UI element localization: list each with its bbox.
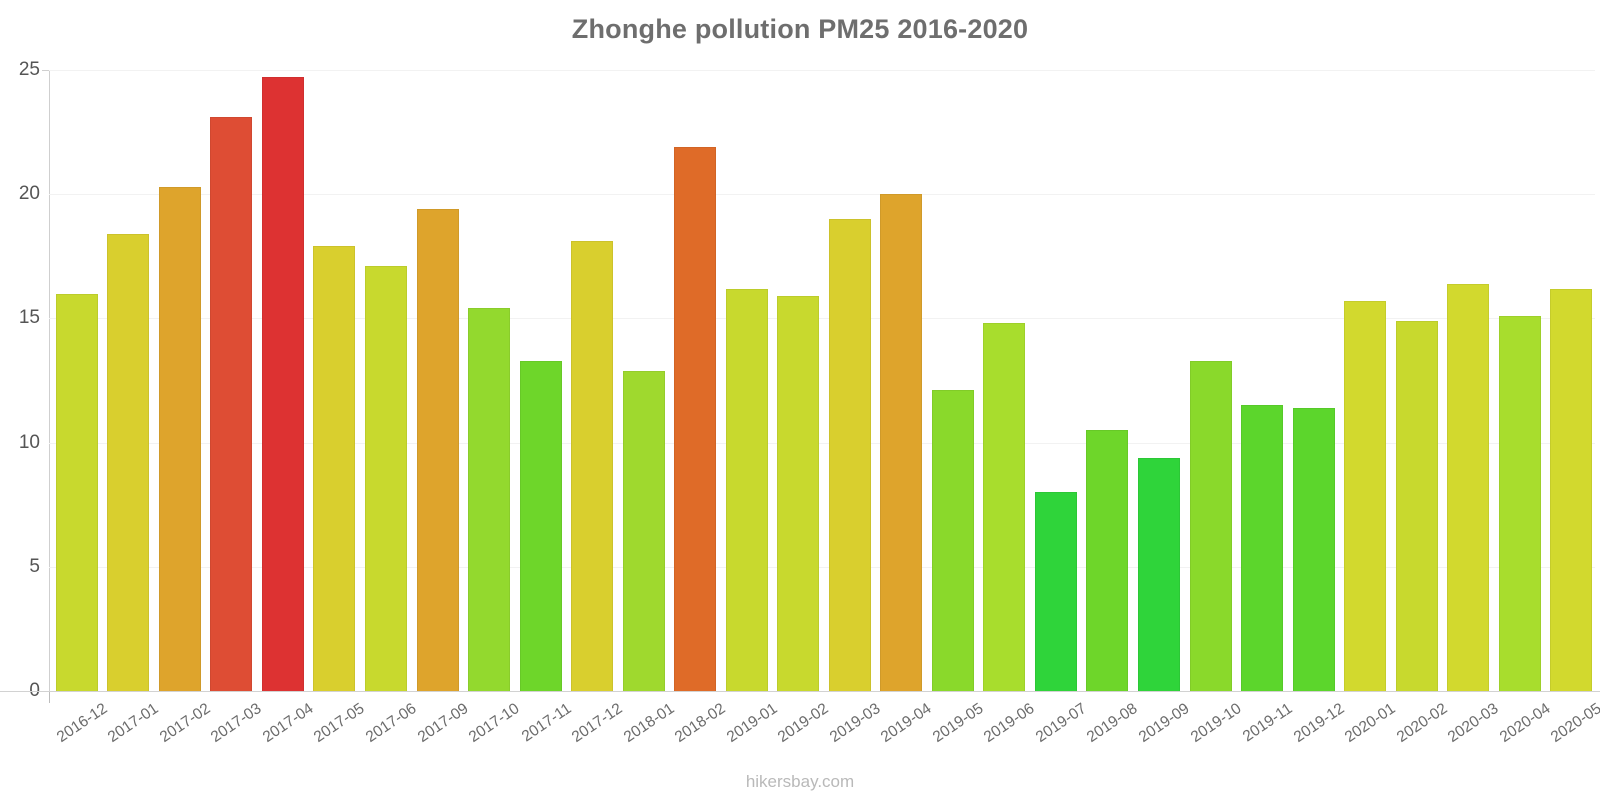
x-axis-label: 2019-02 [774,700,832,746]
gridline [49,318,1595,320]
bar[interactable] [1396,320,1438,691]
x-axis-label: 2017-12 [568,700,626,746]
y-axis-line [49,70,50,692]
bar[interactable] [159,186,201,691]
bar[interactable] [1241,405,1283,691]
bar[interactable] [1499,315,1541,691]
bar[interactable] [829,219,871,691]
bar[interactable] [417,209,459,691]
x-axis-label: 2017-06 [362,700,420,746]
gridline [49,566,1595,568]
x-axis-label: 2019-07 [1032,700,1090,746]
x-axis-label: 2017-05 [310,700,368,746]
x-axis-label: 2020-03 [1444,700,1502,746]
x-axis-label: 2019-01 [723,700,781,746]
bar[interactable] [468,308,510,691]
page-title: Zhonghe pollution PM25 2016-2020 [571,14,1029,44]
x-axis-label: 2019-08 [1083,700,1141,746]
x-axis-label: 2019-04 [877,700,935,746]
x-axis-label: 2017-11 [518,700,575,746]
x-axis-label: 2019-03 [826,700,884,746]
x-axis-label: 2018-01 [620,700,678,746]
gridline [49,691,1595,692]
bar[interactable] [1138,457,1180,691]
y-axis-label: 25 [18,59,40,80]
y-axis-top-tick [42,70,49,71]
y-axis-label: 10 [18,431,40,453]
bar[interactable] [623,370,665,691]
x-axis-label: 2017-02 [156,700,214,746]
x-axis-label: 2019-06 [980,700,1038,746]
x-axis-label: 2019-10 [1187,700,1245,746]
x-axis-label: 2017-03 [207,700,265,746]
bar[interactable] [1344,301,1386,691]
bar[interactable] [1086,430,1128,691]
x-axis-label: 2019-11 [1239,700,1296,746]
x-axis-label: 2020-01 [1341,700,1399,746]
gridline [49,70,1595,71]
bar[interactable] [520,360,562,691]
origin-tick [49,691,50,703]
bar[interactable] [1447,283,1489,691]
bar[interactable] [262,77,304,691]
bar[interactable] [777,296,819,691]
bar[interactable] [1035,492,1077,691]
bar[interactable] [365,266,407,691]
x-axis-label: 2020-04 [1496,700,1554,746]
bar[interactable] [1550,288,1592,691]
x-axis-label: 2020-05 [1547,700,1600,746]
y-axis-label: 20 [18,183,40,205]
x-axis-label: 2017-01 [104,700,162,746]
bar[interactable] [1293,407,1335,691]
gridline [49,442,1595,444]
y-axis-tick-labels: 0 5 10 15 20 25 [0,0,40,800]
x-axis-label: 2017-09 [414,700,472,746]
x-axis-label: 2016-12 [53,700,111,746]
x-axis-label: 2019-12 [1290,700,1348,746]
bar[interactable] [56,293,98,691]
bar[interactable] [571,241,613,691]
y-axis-label: 0 [0,680,40,702]
bar[interactable] [726,288,768,691]
bar[interactable] [313,246,355,691]
x-axis-label: 2018-02 [671,700,729,746]
y-axis-label: 5 [29,555,40,577]
source-watermark: hikersbay.com [745,772,855,791]
bar[interactable] [880,194,922,691]
plot-area [49,70,1595,692]
bar[interactable] [932,390,974,691]
bar[interactable] [983,323,1025,691]
bar[interactable] [1190,360,1232,691]
x-axis-label: 2017-10 [465,700,523,746]
y-axis-label: 15 [18,307,40,329]
gridline [49,194,1595,196]
x-axis-label: 2017-04 [259,700,317,746]
x-axis-label: 2020-02 [1393,700,1451,746]
x-axis-label: 2019-05 [929,700,987,746]
bar[interactable] [674,147,716,691]
x-axis-label: 2019-09 [1135,700,1193,746]
bar[interactable] [107,233,149,691]
bar[interactable] [210,117,252,691]
